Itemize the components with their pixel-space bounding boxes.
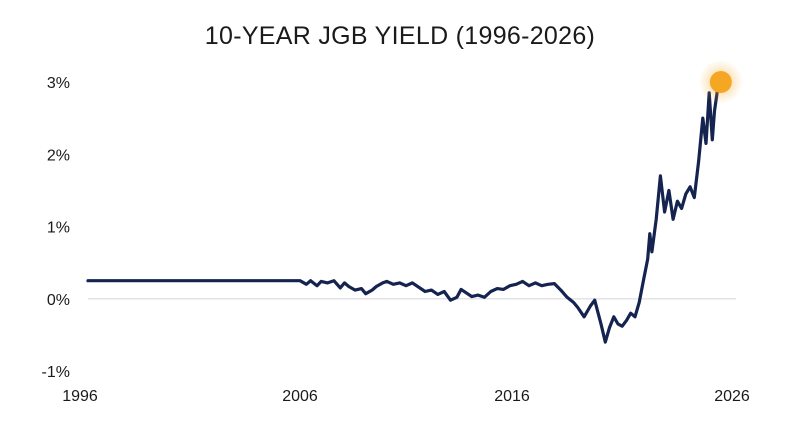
chart-title: 10-YEAR JGB YIELD (1996-2026)	[204, 22, 596, 50]
x-tick-label: 2026	[714, 388, 750, 405]
y-tick-label: -1%	[42, 364, 70, 381]
series-line	[86, 80, 722, 344]
y-tick-label: 3%	[47, 75, 70, 92]
x-tick-label: 1996	[62, 388, 98, 405]
highlight-point	[709, 71, 732, 93]
y-tick-label: 0%	[47, 292, 70, 309]
y-tick-label: 2%	[47, 147, 70, 164]
x-tick-label: 2006	[282, 388, 318, 405]
x-tick-label: 2016	[494, 388, 530, 405]
y-tick-label: 1%	[47, 220, 70, 237]
